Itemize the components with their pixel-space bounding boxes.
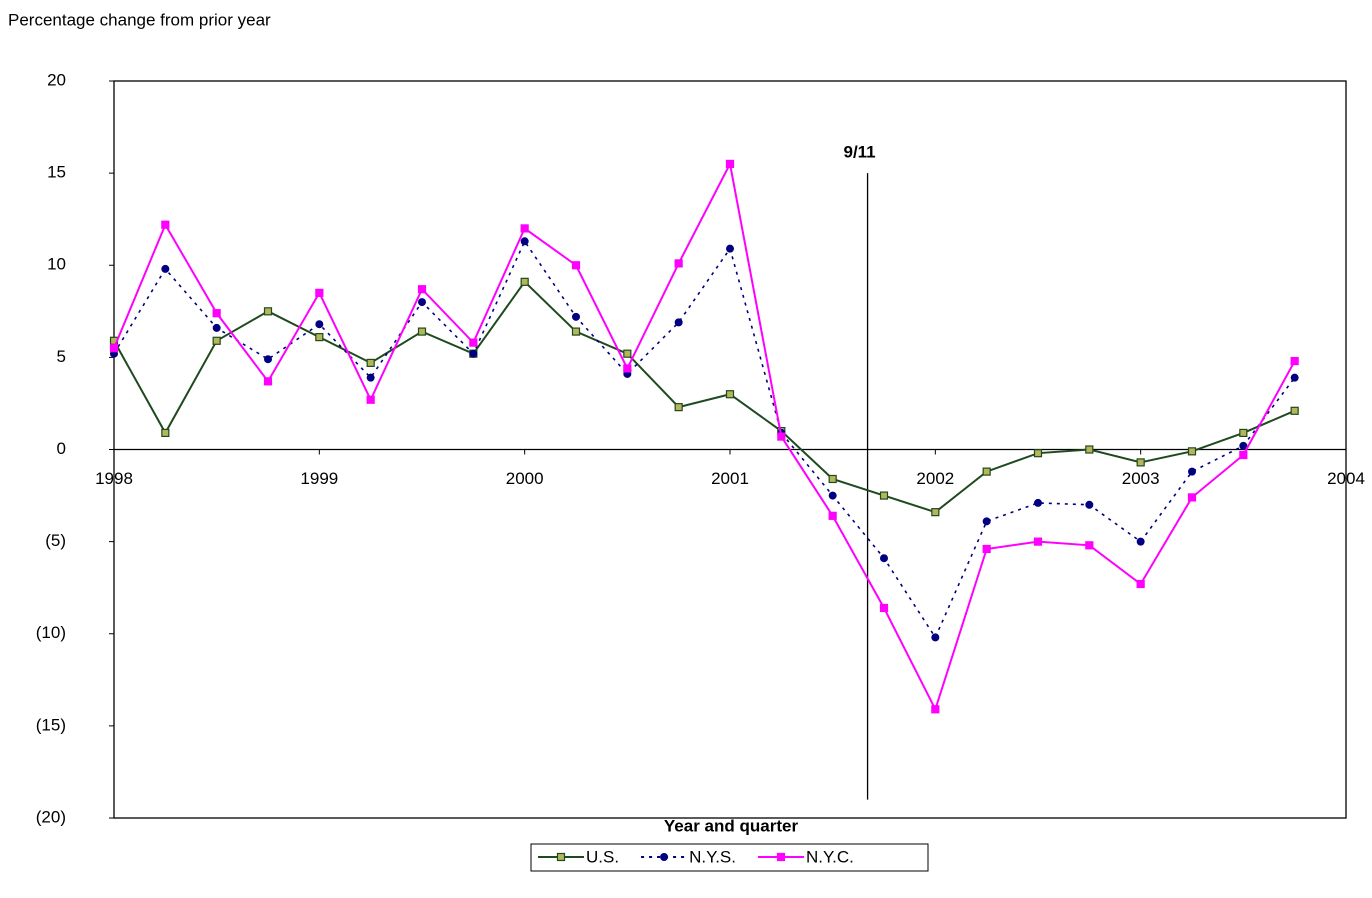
data-point: [161, 428, 170, 438]
y-tick-label: 0: [57, 439, 66, 458]
data-point: [931, 633, 940, 642]
data-point: [879, 603, 889, 613]
y-tick-label: 15: [47, 163, 66, 182]
legend-label: U.S.: [586, 847, 619, 866]
data-point: [1033, 537, 1043, 546]
data-point: [828, 474, 837, 484]
data-point: [1033, 449, 1043, 458]
data-point: [263, 307, 273, 316]
data-point: [109, 344, 119, 353]
x-tick-label: 2003: [1122, 469, 1160, 488]
data-point: [1085, 445, 1094, 454]
data-point: [1187, 493, 1197, 502]
data-point: [161, 264, 170, 273]
data-point: [520, 237, 529, 246]
y-tick-label: (20): [36, 807, 66, 826]
data-point: [725, 159, 735, 169]
data-point: [366, 395, 375, 404]
data-point: [1085, 541, 1094, 550]
data-point: [982, 517, 991, 526]
data-point: [726, 244, 734, 253]
data-point: [1034, 498, 1042, 507]
y-tick-label: (15): [36, 715, 66, 734]
data-point: [571, 327, 581, 336]
y-tick-label: (10): [36, 623, 66, 642]
data-point: [315, 333, 324, 342]
data-point: [520, 224, 529, 233]
data-point: [366, 358, 375, 368]
data-point: [931, 508, 940, 517]
data-point: [1136, 579, 1145, 589]
data-point: [880, 554, 888, 563]
data-point: [572, 312, 580, 321]
data-point: [366, 373, 375, 382]
y-tick-label: (5): [45, 531, 66, 550]
data-point: [315, 320, 324, 329]
event-label: 9/11: [843, 143, 875, 162]
data-point: [417, 327, 427, 336]
data-point: [212, 323, 221, 332]
data-point: [1136, 537, 1145, 546]
data-point: [931, 705, 940, 714]
data-point: [417, 285, 427, 294]
data-point: [520, 277, 529, 286]
data-point: [982, 467, 991, 476]
data-point: [263, 377, 273, 386]
series-line: [113, 239, 1296, 640]
data-point: [879, 491, 889, 500]
data-point: [315, 288, 324, 297]
data-point: [469, 349, 478, 358]
x-tick-label: 2002: [916, 469, 954, 488]
y-tick-label: 5: [57, 347, 66, 366]
legend-marker: [660, 853, 669, 861]
data-point: [1239, 428, 1248, 438]
x-tick-label: 2004: [1327, 469, 1365, 488]
data-point: [623, 364, 632, 373]
data-point: [1085, 500, 1094, 509]
data-point: [674, 259, 683, 268]
data-point: [161, 220, 170, 229]
legend-label: N.Y.S.: [689, 847, 736, 866]
data-point: [1239, 450, 1248, 460]
legend-marker: [776, 852, 786, 862]
x-tick-label: 2000: [506, 469, 544, 488]
data-point: [1239, 441, 1248, 450]
data-point: [1136, 458, 1145, 467]
data-point: [1188, 467, 1196, 476]
data-point: [828, 511, 837, 520]
data-point: [777, 432, 786, 441]
y-tick-label: 10: [47, 255, 66, 274]
series-line: [113, 280, 1296, 514]
legend-box: [530, 843, 929, 872]
x-tick-label: 1998: [95, 469, 133, 488]
data-point: [674, 403, 683, 412]
data-point: [623, 349, 632, 358]
x-axis-title: Year and quarter: [664, 816, 799, 835]
data-point: [828, 491, 837, 500]
legend-label: N.Y.C.: [806, 847, 854, 866]
data-point: [469, 338, 478, 347]
data-point: [1290, 406, 1299, 415]
x-tick-label: 2001: [711, 469, 749, 488]
data-point: [1290, 373, 1299, 382]
legend-marker: [556, 852, 566, 862]
data-point: [418, 298, 426, 307]
data-point: [212, 309, 221, 318]
x-tick-label: 1999: [300, 469, 338, 488]
y-axis-title: Percentage change from prior year: [8, 10, 271, 29]
data-point: [1187, 447, 1197, 456]
data-point: [982, 544, 991, 554]
y-tick-label: 20: [47, 70, 66, 89]
series-line: [113, 160, 1296, 712]
data-point: [264, 355, 272, 364]
data-point: [212, 336, 221, 345]
data-point: [1290, 356, 1299, 366]
data-point: [674, 318, 683, 327]
data-point: [571, 261, 581, 270]
data-point: [725, 390, 735, 399]
